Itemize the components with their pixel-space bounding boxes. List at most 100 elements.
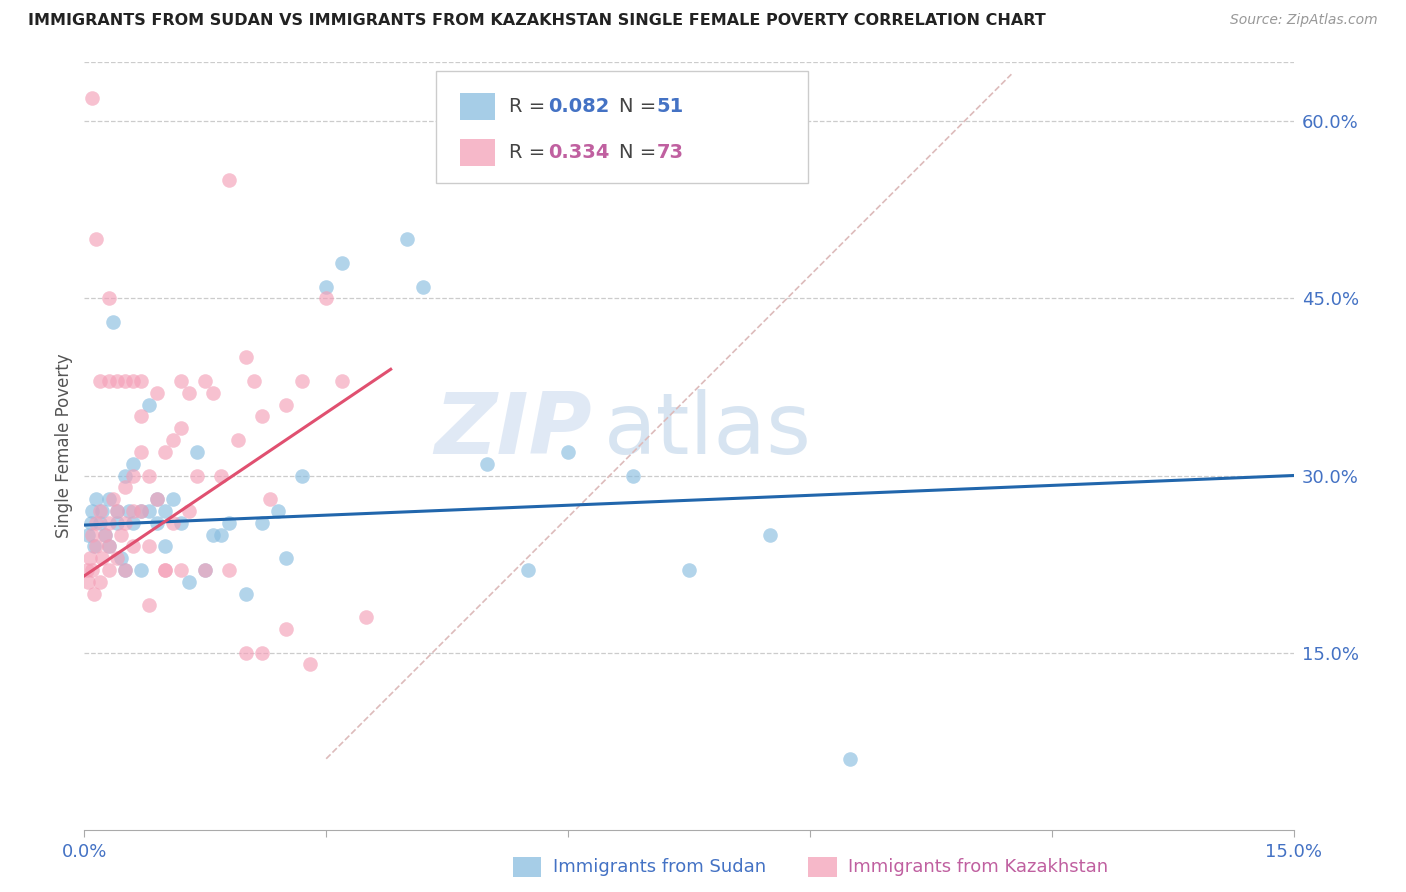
Point	[412, 279, 434, 293]
Point	[101, 492, 124, 507]
Point	[194, 374, 217, 388]
Point	[395, 232, 418, 246]
Point	[162, 516, 184, 530]
Point	[194, 563, 217, 577]
Point	[153, 563, 176, 577]
Point	[259, 492, 281, 507]
Point	[218, 563, 240, 577]
Point	[235, 351, 257, 365]
Point	[186, 468, 208, 483]
Point	[89, 516, 111, 530]
Point	[79, 551, 101, 566]
Point	[129, 504, 152, 518]
Point	[758, 527, 780, 541]
Point	[267, 504, 290, 518]
Text: ZIP: ZIP	[434, 389, 592, 472]
Point	[162, 433, 184, 447]
Point	[235, 646, 257, 660]
Point	[86, 232, 108, 246]
Text: 51: 51	[657, 97, 683, 116]
Point	[97, 539, 120, 553]
Point	[274, 622, 297, 636]
Point	[97, 539, 120, 553]
Point	[330, 374, 353, 388]
Point	[209, 527, 232, 541]
Point	[138, 504, 160, 518]
Point	[77, 574, 100, 589]
Point	[250, 646, 273, 660]
Point	[82, 91, 104, 105]
Text: Immigrants from Kazakhstan: Immigrants from Kazakhstan	[848, 858, 1108, 876]
Point	[80, 516, 103, 530]
Point	[153, 539, 176, 553]
Point	[105, 516, 128, 530]
Point	[118, 504, 141, 518]
Point	[194, 563, 217, 577]
Point	[114, 563, 136, 577]
Point	[97, 374, 120, 388]
Point	[299, 657, 322, 672]
Point	[121, 504, 143, 518]
Point	[153, 445, 176, 459]
Point	[291, 374, 314, 388]
Point	[242, 374, 264, 388]
Point	[110, 527, 132, 541]
Point	[138, 599, 160, 613]
Point	[138, 398, 160, 412]
Point	[170, 563, 193, 577]
Point	[114, 468, 136, 483]
Point	[315, 279, 337, 293]
Text: N =: N =	[619, 144, 662, 162]
Point	[91, 551, 114, 566]
Y-axis label: Single Female Poverty: Single Female Poverty	[55, 354, 73, 538]
Point	[678, 563, 700, 577]
Point	[274, 398, 297, 412]
Point	[226, 433, 249, 447]
Point	[89, 574, 111, 589]
Point	[105, 551, 128, 566]
Point	[89, 504, 111, 518]
Point	[170, 374, 193, 388]
Point	[97, 563, 120, 577]
Point	[209, 468, 232, 483]
Point	[129, 504, 152, 518]
Point	[82, 563, 104, 577]
Text: R =: R =	[509, 97, 551, 116]
Text: Immigrants from Sudan: Immigrants from Sudan	[553, 858, 766, 876]
Point	[202, 527, 225, 541]
Point	[93, 527, 115, 541]
Point	[114, 374, 136, 388]
Point	[138, 539, 160, 553]
Point	[121, 516, 143, 530]
Text: 73: 73	[657, 144, 683, 162]
Point	[179, 385, 201, 400]
Point	[129, 409, 152, 424]
Point	[146, 492, 169, 507]
Text: atlas: atlas	[605, 389, 813, 472]
Point	[129, 563, 152, 577]
Point	[330, 256, 353, 270]
Point	[179, 504, 201, 518]
Point	[105, 374, 128, 388]
Point	[153, 504, 176, 518]
Point	[82, 527, 104, 541]
Point	[93, 527, 115, 541]
Point	[97, 292, 120, 306]
Point	[356, 610, 378, 624]
Point	[218, 516, 240, 530]
Text: IMMIGRANTS FROM SUDAN VS IMMIGRANTS FROM KAZAKHSTAN SINGLE FEMALE POVERTY CORREL: IMMIGRANTS FROM SUDAN VS IMMIGRANTS FROM…	[28, 13, 1046, 29]
Point	[114, 516, 136, 530]
Point	[146, 385, 169, 400]
Point	[121, 468, 143, 483]
Point	[179, 574, 201, 589]
Text: N =: N =	[619, 97, 662, 116]
Point	[315, 292, 337, 306]
Point	[274, 551, 297, 566]
Point	[105, 504, 128, 518]
Point	[86, 539, 108, 553]
Text: 0.082: 0.082	[548, 97, 610, 116]
Point	[114, 563, 136, 577]
Point	[477, 457, 499, 471]
Point	[291, 468, 314, 483]
Point	[250, 409, 273, 424]
